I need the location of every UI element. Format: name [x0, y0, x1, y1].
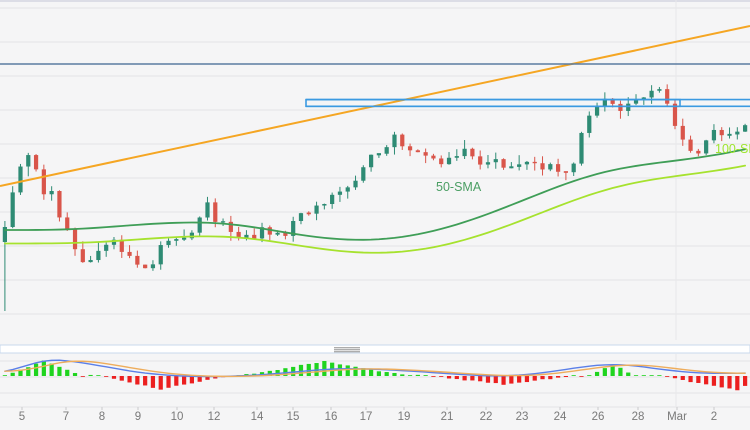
svg-text:14: 14	[251, 411, 264, 423]
svg-text:23: 23	[516, 411, 529, 423]
svg-text:50-SMA: 50-SMA	[436, 180, 482, 194]
svg-text:28: 28	[632, 411, 645, 423]
svg-text:22: 22	[480, 411, 493, 423]
svg-text:7: 7	[63, 411, 69, 423]
svg-text:8: 8	[99, 411, 105, 423]
svg-text:17: 17	[360, 411, 373, 423]
svg-text:10: 10	[171, 411, 184, 423]
svg-text:26: 26	[592, 411, 605, 423]
svg-text:24: 24	[554, 411, 567, 423]
svg-text:100-SMA: 100-SMA	[715, 142, 750, 156]
svg-text:12: 12	[208, 411, 221, 423]
svg-text:Mar: Mar	[667, 411, 687, 423]
svg-text:5: 5	[19, 411, 25, 423]
svg-text:16: 16	[325, 411, 338, 423]
svg-text:15: 15	[287, 411, 300, 423]
svg-text:21: 21	[441, 411, 454, 423]
svg-text:2: 2	[711, 411, 717, 423]
svg-text:19: 19	[398, 411, 411, 423]
svg-text:9: 9	[135, 411, 141, 423]
